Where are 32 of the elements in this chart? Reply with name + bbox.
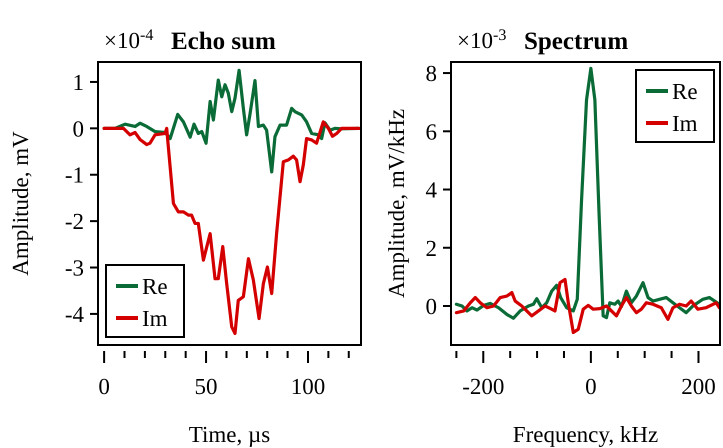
legend-label: Re: [142, 274, 168, 299]
x-tick-label: 100: [290, 374, 326, 399]
chart-title: Echo sum: [171, 28, 276, 55]
y-tick-label: 4: [426, 178, 438, 203]
legend-label: Im: [672, 111, 698, 136]
x-tick-label: 0: [98, 374, 110, 399]
legend-label: Im: [142, 306, 168, 331]
y-tick-label: 8: [426, 61, 437, 86]
x-tick-label: 50: [194, 374, 218, 399]
y-axis-title: Amplitude, mV: [8, 130, 33, 276]
y-tick-label: -2: [64, 209, 84, 234]
y-tick-label: -3: [64, 256, 84, 281]
text: ×10$^{-3}$: [457, 26, 506, 53]
text: ×10$^{-4}$: [104, 26, 154, 53]
line-series: [454, 278, 720, 334]
y-tick-label: 1: [72, 70, 84, 95]
x-axis-title: Frequency, kHz: [512, 422, 658, 447]
y-tick-label: 2: [426, 236, 437, 261]
x-axis-title: Time, µs: [188, 422, 270, 447]
x-tick-label: 200: [681, 374, 716, 399]
y-tick-label: 0: [426, 294, 437, 319]
x-tick-label: -200: [462, 374, 504, 399]
x-tick-label: 0: [585, 374, 597, 399]
y-tick-label: 6: [426, 119, 437, 144]
y-axis-title: Amplitude, mV/kHz: [384, 108, 409, 298]
chart-title: Spectrum: [524, 28, 628, 55]
y-tick-label: -1: [64, 162, 84, 188]
legend-label: Re: [672, 79, 698, 104]
line-series: [454, 66, 720, 320]
y-tick-label: -4: [64, 302, 84, 327]
y-tick-label: 0: [72, 116, 84, 142]
line-series: [102, 120, 361, 335]
